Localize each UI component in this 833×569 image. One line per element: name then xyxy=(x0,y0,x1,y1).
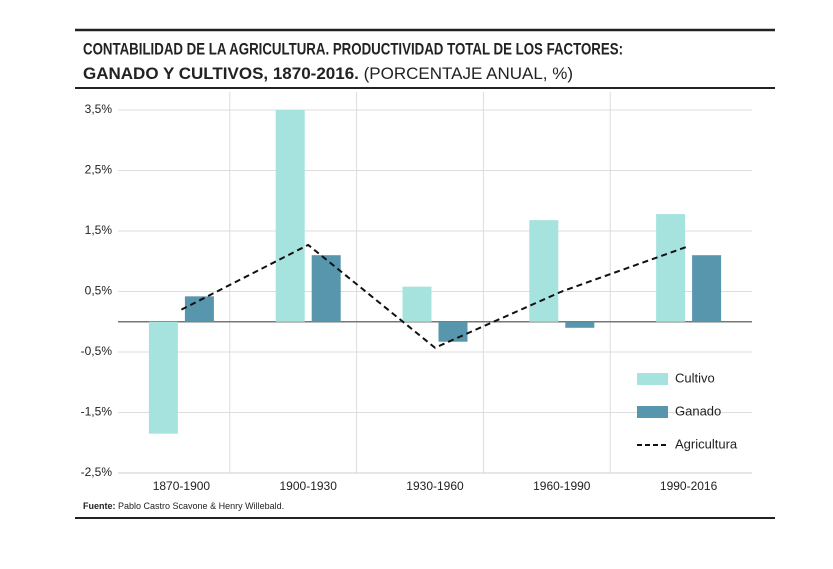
y-tick-label: -1,5% xyxy=(81,405,113,419)
x-tick-label: 1930-1960 xyxy=(406,479,464,493)
legend-swatch xyxy=(637,406,668,418)
chart-title: GANADO Y CULTIVOS, 1870-2016. xyxy=(83,64,359,83)
bar xyxy=(148,321,178,434)
chart-title: GANADO Y CULTIVOS, 1870-2016. (PORCENTAJ… xyxy=(83,64,573,83)
bar xyxy=(402,286,432,322)
x-tick-label: 1900-1930 xyxy=(280,479,338,493)
bar xyxy=(529,220,559,322)
x-tick-label: 1990-2016 xyxy=(660,479,718,493)
y-tick-label: -2,5% xyxy=(81,465,113,479)
bar xyxy=(656,214,686,322)
line xyxy=(180,243,689,349)
legend-label: Agricultura xyxy=(675,436,738,451)
source-text: Pablo Castro Scavone & Henry Willebald. xyxy=(118,501,284,511)
x-tick-label: 1870-1900 xyxy=(153,479,211,493)
bar xyxy=(275,110,305,322)
y-tick-label: 2,5% xyxy=(85,163,113,177)
y-tick-label: 1,5% xyxy=(85,223,113,237)
legend-label: Ganado xyxy=(675,403,721,418)
legend-label: Cultivo xyxy=(675,370,715,385)
y-tick-label: 0,5% xyxy=(85,284,113,298)
chart-subtitle: (PORCENTAJE ANUAL, %) xyxy=(364,64,573,83)
x-tick-label: 1960-1990 xyxy=(533,479,591,493)
bar xyxy=(565,321,595,328)
legend-swatch xyxy=(637,373,668,385)
bar xyxy=(692,255,722,322)
y-tick-label: -0,5% xyxy=(81,344,113,358)
bar xyxy=(311,255,341,322)
source-label: Fuente: xyxy=(83,501,116,511)
source: Fuente: Pablo Castro Scavone & Henry Wil… xyxy=(83,501,284,511)
chart-title: CONTABILIDAD DE LA AGRICULTURA. PRODUCTI… xyxy=(83,39,623,58)
y-tick-label: 3,5% xyxy=(85,102,113,116)
